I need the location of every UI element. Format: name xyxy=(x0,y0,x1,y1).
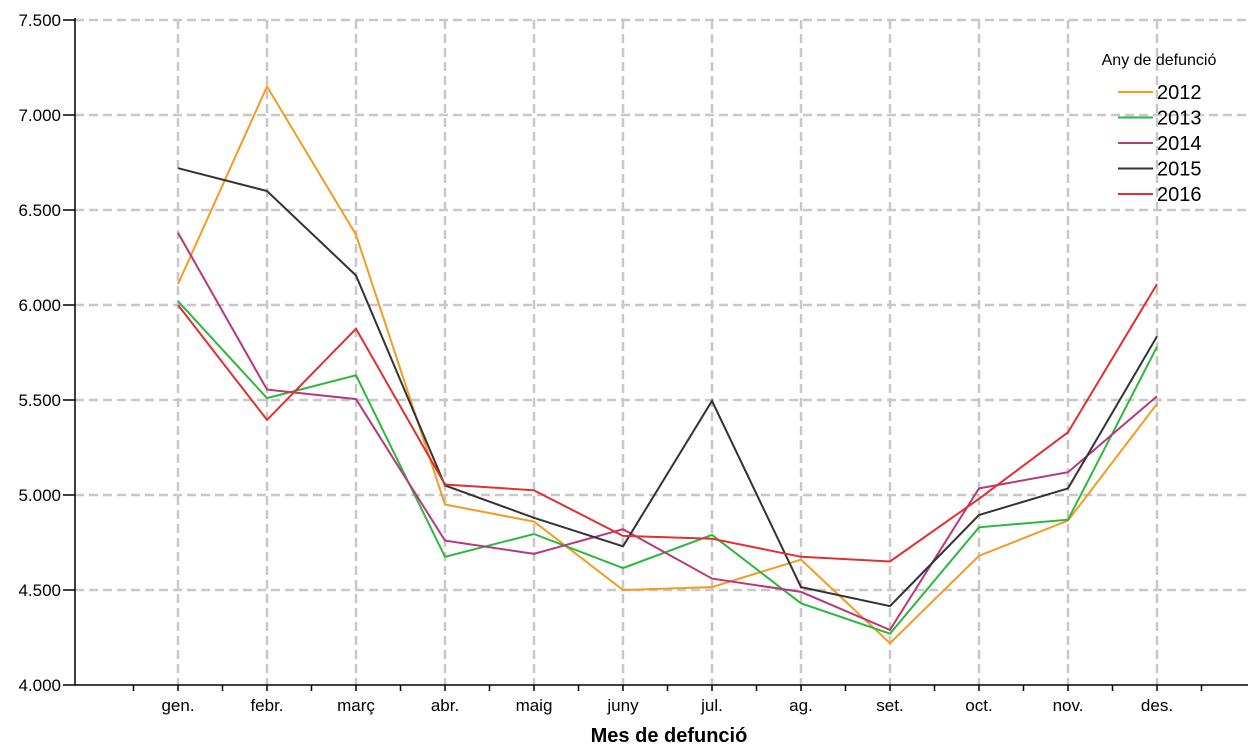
x-tick-label: des. xyxy=(1141,696,1173,715)
series-line-2012 xyxy=(177,84,1158,645)
axes xyxy=(74,18,1248,686)
series-line-2016 xyxy=(177,283,1158,563)
legend-label-2013: 2013 xyxy=(1157,108,1202,130)
x-tick-label: set. xyxy=(876,696,903,715)
x-tick-label: maig xyxy=(516,696,553,715)
x-tick-label: gen. xyxy=(161,696,194,715)
series-line-2013 xyxy=(177,300,1158,635)
legend-items: 2012 2013 2014 2015 2016 xyxy=(1118,82,1202,206)
x-tick-label: març xyxy=(337,696,375,715)
x-tick-label: abr. xyxy=(431,696,459,715)
legend-label-2016: 2016 xyxy=(1157,184,1202,206)
legend-label-2012: 2012 xyxy=(1157,82,1202,104)
x-ticks: gen. febr. març abr. maig juny jul. ag. set. oct.… xyxy=(132,685,1203,715)
series-line-2015 xyxy=(177,167,1158,608)
legend-label-2015: 2015 xyxy=(1157,159,1202,181)
legend-title: Any de defunció xyxy=(1102,52,1217,69)
x-tick-label: nov. xyxy=(1053,696,1084,715)
x-tick-label: ag. xyxy=(789,696,813,715)
y-tick-label: 4.500 xyxy=(18,581,61,600)
legend: Any de defunció 2012 2013 2014 2015 2016 xyxy=(1102,52,1217,206)
y-tick-label: 7.500 xyxy=(18,11,61,30)
y-ticks: 4.000 4.500 5.000 5.500 6.000 6.500 7.000 7.500 xyxy=(18,11,75,695)
grid xyxy=(75,18,1248,685)
series-lines xyxy=(177,84,1158,645)
x-tick-label: oct. xyxy=(965,696,992,715)
series-line-2014 xyxy=(177,232,1158,632)
y-tick-label: 4.000 xyxy=(18,676,61,695)
x-axis-title: Mes de defunció xyxy=(591,725,748,747)
y-tick-label: 7.000 xyxy=(18,106,61,125)
y-tick-label: 5.500 xyxy=(18,391,61,410)
legend-label-2014: 2014 xyxy=(1157,133,1202,155)
y-tick-label: 6.500 xyxy=(18,201,61,220)
x-tick-label: febr. xyxy=(250,696,283,715)
x-tick-label: juny xyxy=(606,696,639,715)
x-tick-label: jul. xyxy=(700,696,723,715)
y-tick-label: 6.000 xyxy=(18,296,61,315)
y-tick-label: 5.000 xyxy=(18,486,61,505)
